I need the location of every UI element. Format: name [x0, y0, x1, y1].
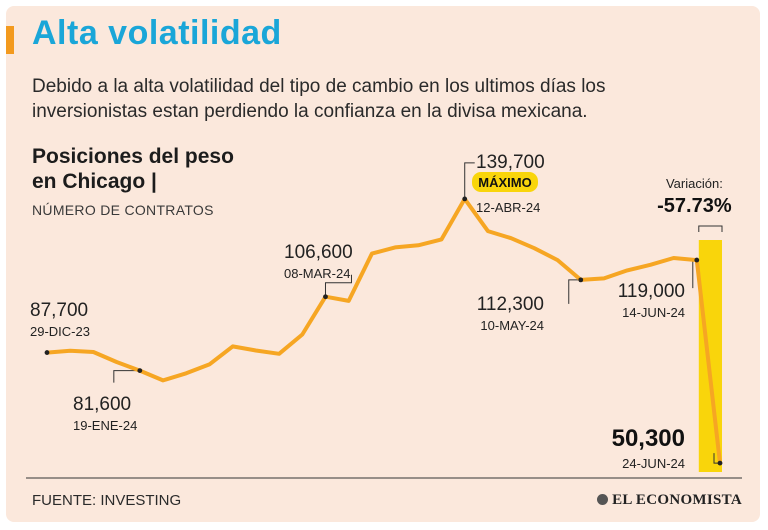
annotation-date: 24-JUN-24	[622, 456, 685, 471]
data-point-marker	[694, 257, 700, 263]
annotation-date: 10-MAY-24	[480, 318, 544, 333]
infographic-card: Alta volatilidad Debido a la alta volati…	[6, 6, 760, 522]
annotation-value: 139,700	[476, 152, 545, 173]
annotation-date: 14-JUN-24	[622, 305, 685, 320]
annotation-leader	[568, 279, 581, 304]
title-accent-bar	[6, 26, 14, 54]
annotation-date: 19-ENE-24	[73, 418, 137, 433]
page-title: Alta volatilidad	[32, 14, 282, 52]
annotation-value: 50,300	[612, 425, 685, 452]
annotation-leader	[324, 274, 352, 297]
data-point-marker	[44, 350, 50, 355]
data-point-marker	[323, 294, 328, 300]
annotation-value: 87,700	[30, 300, 88, 321]
publisher-logo: EL ECONOMISTA	[597, 492, 742, 509]
data-point-marker	[137, 368, 143, 374]
annotation-value: 119,000	[618, 281, 685, 302]
variation-bracket	[698, 225, 723, 232]
data-point-marker	[717, 460, 723, 466]
data-point-marker	[578, 277, 584, 283]
annotation-value: 106,600	[284, 242, 353, 263]
source-note: FUENTE: INVESTING	[32, 492, 182, 509]
annotation-date: 08-MAR-24	[284, 266, 350, 281]
annotation-leader	[113, 370, 140, 383]
annotation-value: 112,300	[477, 294, 544, 315]
data-point-marker	[462, 196, 468, 202]
page-subtitle: Debido a la alta volatilidad del tipo de…	[32, 76, 606, 122]
series-line	[45, 196, 722, 466]
logo-icon	[597, 494, 609, 505]
maximum-badge	[472, 172, 538, 192]
chart-unit-label: NÚMERO DE CONTRATOS	[32, 202, 214, 218]
logo-text: EL ECONOMISTA	[612, 492, 742, 508]
maximum-badge-label: MÁXIMO	[478, 175, 531, 190]
annotation-date: 29-DIC-23	[30, 324, 90, 339]
annotation-value: 81,600	[73, 394, 131, 415]
annotation-date: 12-ABR-24	[476, 200, 540, 215]
annotation-leader	[464, 162, 475, 199]
chart-title: Posiciones del peso en Chicago |	[32, 145, 234, 193]
variation-value: -57.73%	[657, 195, 732, 217]
variation-label: Variación:	[666, 176, 723, 191]
